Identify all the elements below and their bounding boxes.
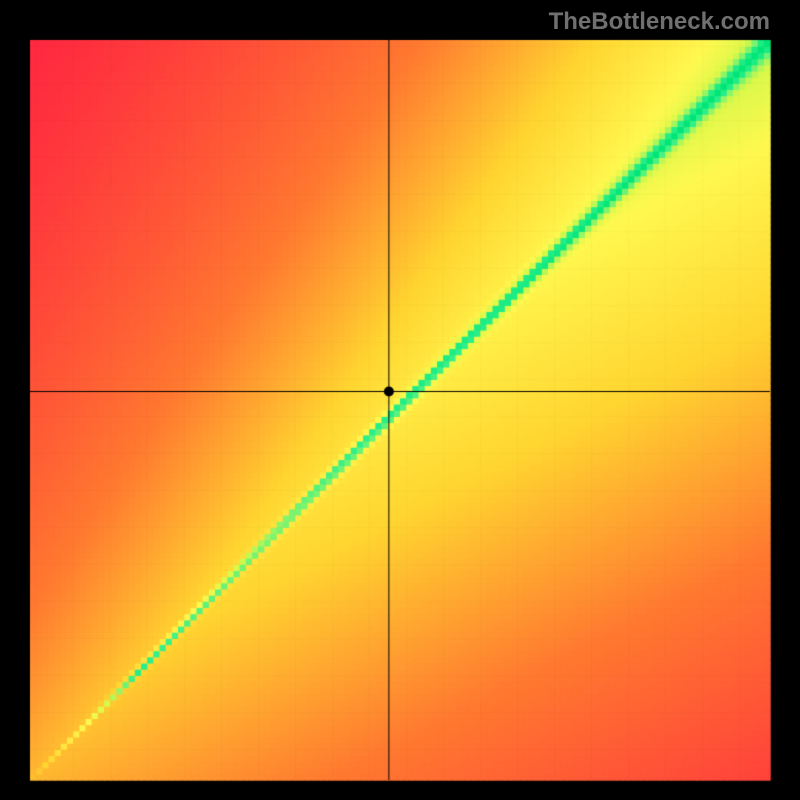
watermark-text: TheBottleneck.com [549,8,770,36]
bottleneck-heatmap [0,0,800,800]
chart-container: TheBottleneck.com [0,0,800,800]
